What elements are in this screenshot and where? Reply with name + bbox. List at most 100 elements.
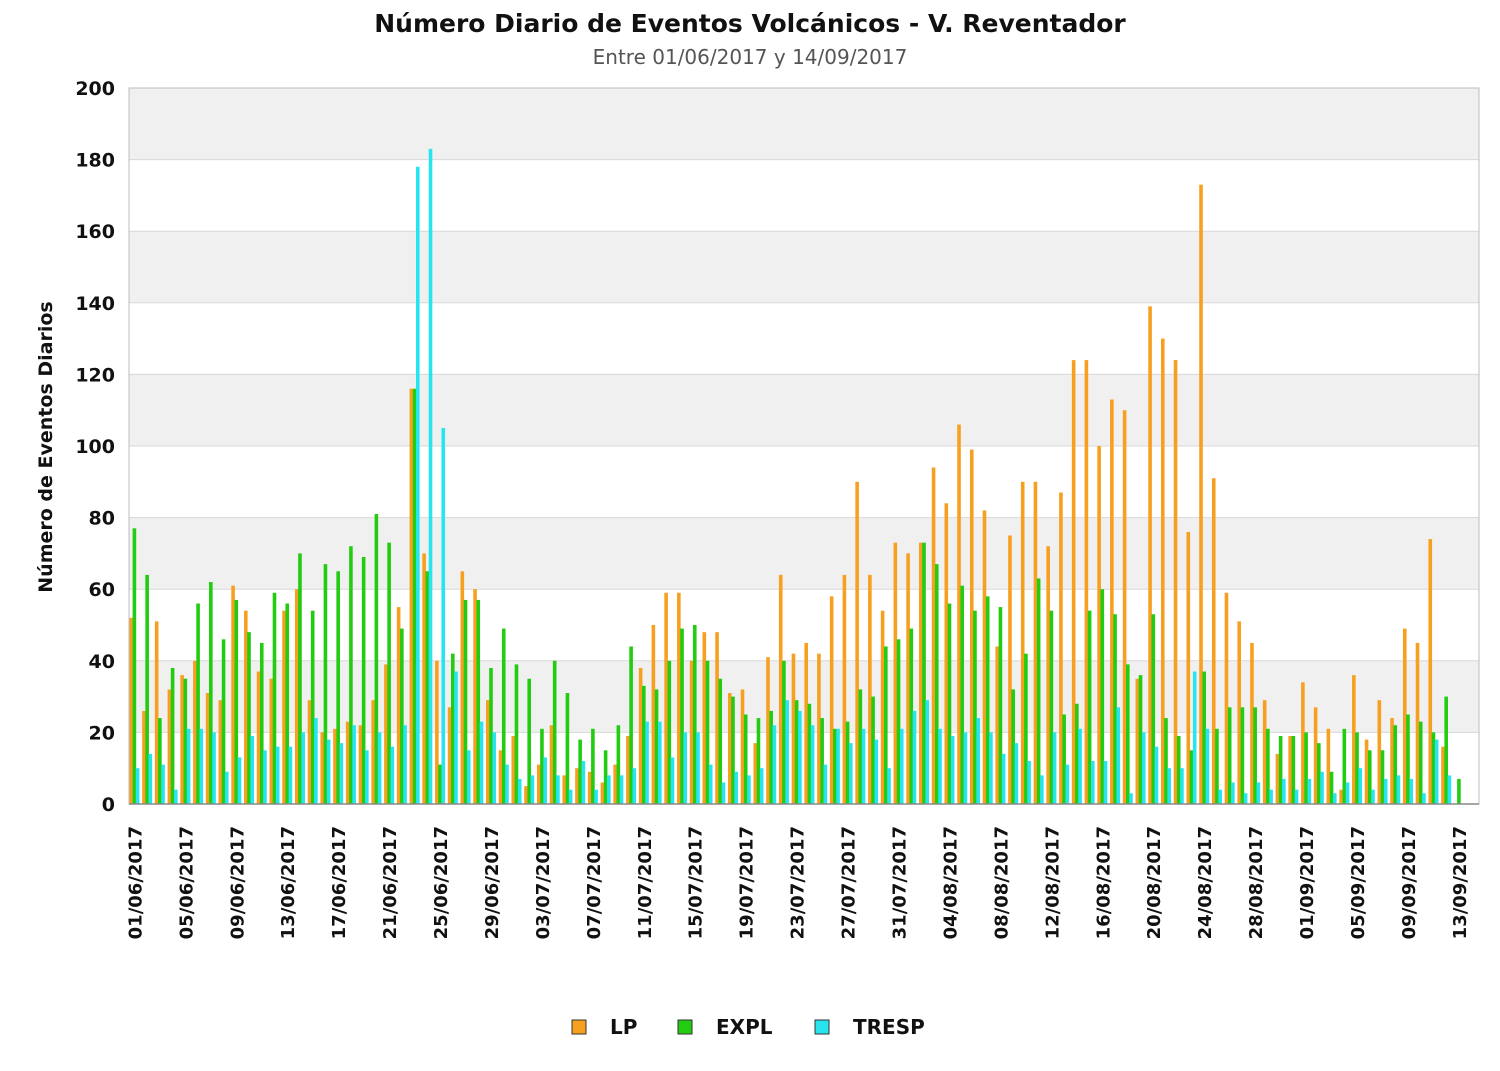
- plot-background: [129, 88, 1479, 804]
- x-tick-label: 01/06/2017: [125, 826, 146, 939]
- bar-tresp: [250, 735, 255, 804]
- bar-lp: [218, 700, 223, 804]
- bar-expl: [1087, 610, 1092, 804]
- bar-lp: [575, 768, 579, 804]
- y-tick-label: 120: [75, 364, 115, 386]
- bar-tresp: [976, 718, 980, 804]
- bar-lp: [931, 467, 936, 804]
- bar-expl: [158, 718, 162, 804]
- bar-expl: [1393, 725, 1398, 804]
- bar-lp: [1415, 642, 1420, 804]
- bar-tresp: [1065, 764, 1070, 804]
- bar-expl: [425, 571, 430, 804]
- bar-lp: [689, 660, 694, 804]
- bar-tresp: [199, 728, 204, 804]
- bar-tresp: [403, 725, 407, 804]
- plot-band: [129, 517, 1479, 590]
- y-tick-label: 40: [89, 651, 115, 673]
- bar-lp: [829, 596, 834, 804]
- bar-lp: [1135, 678, 1140, 804]
- legend-swatch-lp: [571, 1019, 587, 1035]
- bar-lp: [702, 632, 707, 804]
- bar-tresp: [275, 746, 280, 804]
- bar-tresp: [237, 757, 242, 804]
- bar-tresp: [390, 746, 395, 804]
- bar-lp: [422, 553, 426, 804]
- bar-lp: [536, 764, 541, 804]
- bar-expl: [922, 542, 926, 804]
- bar-expl: [374, 514, 379, 804]
- bar-lp: [626, 735, 630, 804]
- bar-tresp: [1001, 753, 1006, 804]
- y-tick-label: 200: [75, 78, 115, 100]
- bar-lp: [1071, 360, 1076, 804]
- bar-tresp: [148, 753, 153, 804]
- y-tick-label: 180: [75, 150, 115, 172]
- bar-tresp: [517, 778, 522, 804]
- bar-expl: [884, 646, 888, 804]
- bar-expl: [629, 646, 633, 804]
- bar-tresp: [1052, 732, 1057, 804]
- bar-lp: [715, 632, 719, 804]
- bar-tresp: [1434, 739, 1439, 804]
- bar-tresp: [747, 775, 751, 804]
- bar-lp: [880, 610, 885, 804]
- bar-expl: [1215, 728, 1219, 804]
- bar-lp: [600, 782, 605, 804]
- bar-lp: [269, 678, 274, 804]
- bar-lp: [180, 675, 184, 804]
- bar-expl: [998, 607, 1003, 804]
- bar-expl: [909, 628, 914, 804]
- bar-tresp: [1332, 793, 1337, 804]
- bar-expl: [145, 574, 149, 804]
- chart-subtitle: Entre 01/06/2017 y 14/09/2017: [593, 45, 908, 69]
- bar-lp: [256, 671, 261, 804]
- bar-tresp: [1167, 768, 1171, 804]
- bar-tresp: [212, 732, 216, 804]
- bar-tresp: [632, 768, 637, 804]
- bar-tresp: [1154, 746, 1159, 804]
- bar-lp: [587, 771, 592, 804]
- plot-band: [129, 88, 1479, 160]
- bar-tresp: [708, 764, 713, 804]
- chart-title: Número Diario de Eventos Volcánicos - V.…: [374, 9, 1126, 38]
- bar-tresp: [479, 721, 484, 804]
- bar-tresp: [1192, 671, 1197, 804]
- bar-expl: [1278, 735, 1283, 804]
- bar-tresp: [683, 732, 688, 804]
- bar-expl: [616, 725, 621, 804]
- bar-tresp: [530, 775, 535, 804]
- bar-tresp: [186, 728, 191, 804]
- bar-expl: [1342, 728, 1347, 804]
- bar-expl: [1329, 771, 1334, 804]
- bar-lp: [651, 625, 656, 804]
- x-tick-label: 20/08/2017: [1144, 826, 1165, 939]
- bar-lp: [1148, 306, 1152, 804]
- bar-expl: [527, 678, 532, 804]
- bar-tresp: [1040, 775, 1044, 804]
- y-tick-label: 80: [89, 508, 115, 530]
- bar-expl: [1100, 589, 1105, 804]
- x-tick-label: 08/08/2017: [991, 826, 1012, 939]
- x-tick-label: 23/07/2017: [788, 826, 809, 939]
- plot-band: [129, 231, 1479, 303]
- x-tick-label: 12/08/2017: [1042, 826, 1063, 939]
- bar-expl: [170, 667, 175, 804]
- x-tick-label: 25/06/2017: [431, 826, 452, 939]
- x-tick-label: 17/06/2017: [329, 826, 350, 939]
- bar-expl: [807, 703, 812, 804]
- bar-lp: [345, 721, 350, 804]
- y-tick-label: 0: [102, 794, 115, 816]
- bar-tresp: [135, 768, 140, 804]
- legend-label-lp: LP: [610, 1015, 637, 1039]
- bar-expl: [1457, 778, 1461, 804]
- bar-lp: [1020, 481, 1025, 804]
- bar-expl: [298, 553, 302, 804]
- bar-tresp: [861, 728, 866, 804]
- bar-lp: [727, 693, 732, 804]
- bar-expl: [1202, 671, 1207, 804]
- bar-lp: [460, 571, 465, 804]
- bar-expl: [782, 660, 786, 804]
- bar-lp: [524, 786, 528, 804]
- bar-expl: [871, 696, 875, 804]
